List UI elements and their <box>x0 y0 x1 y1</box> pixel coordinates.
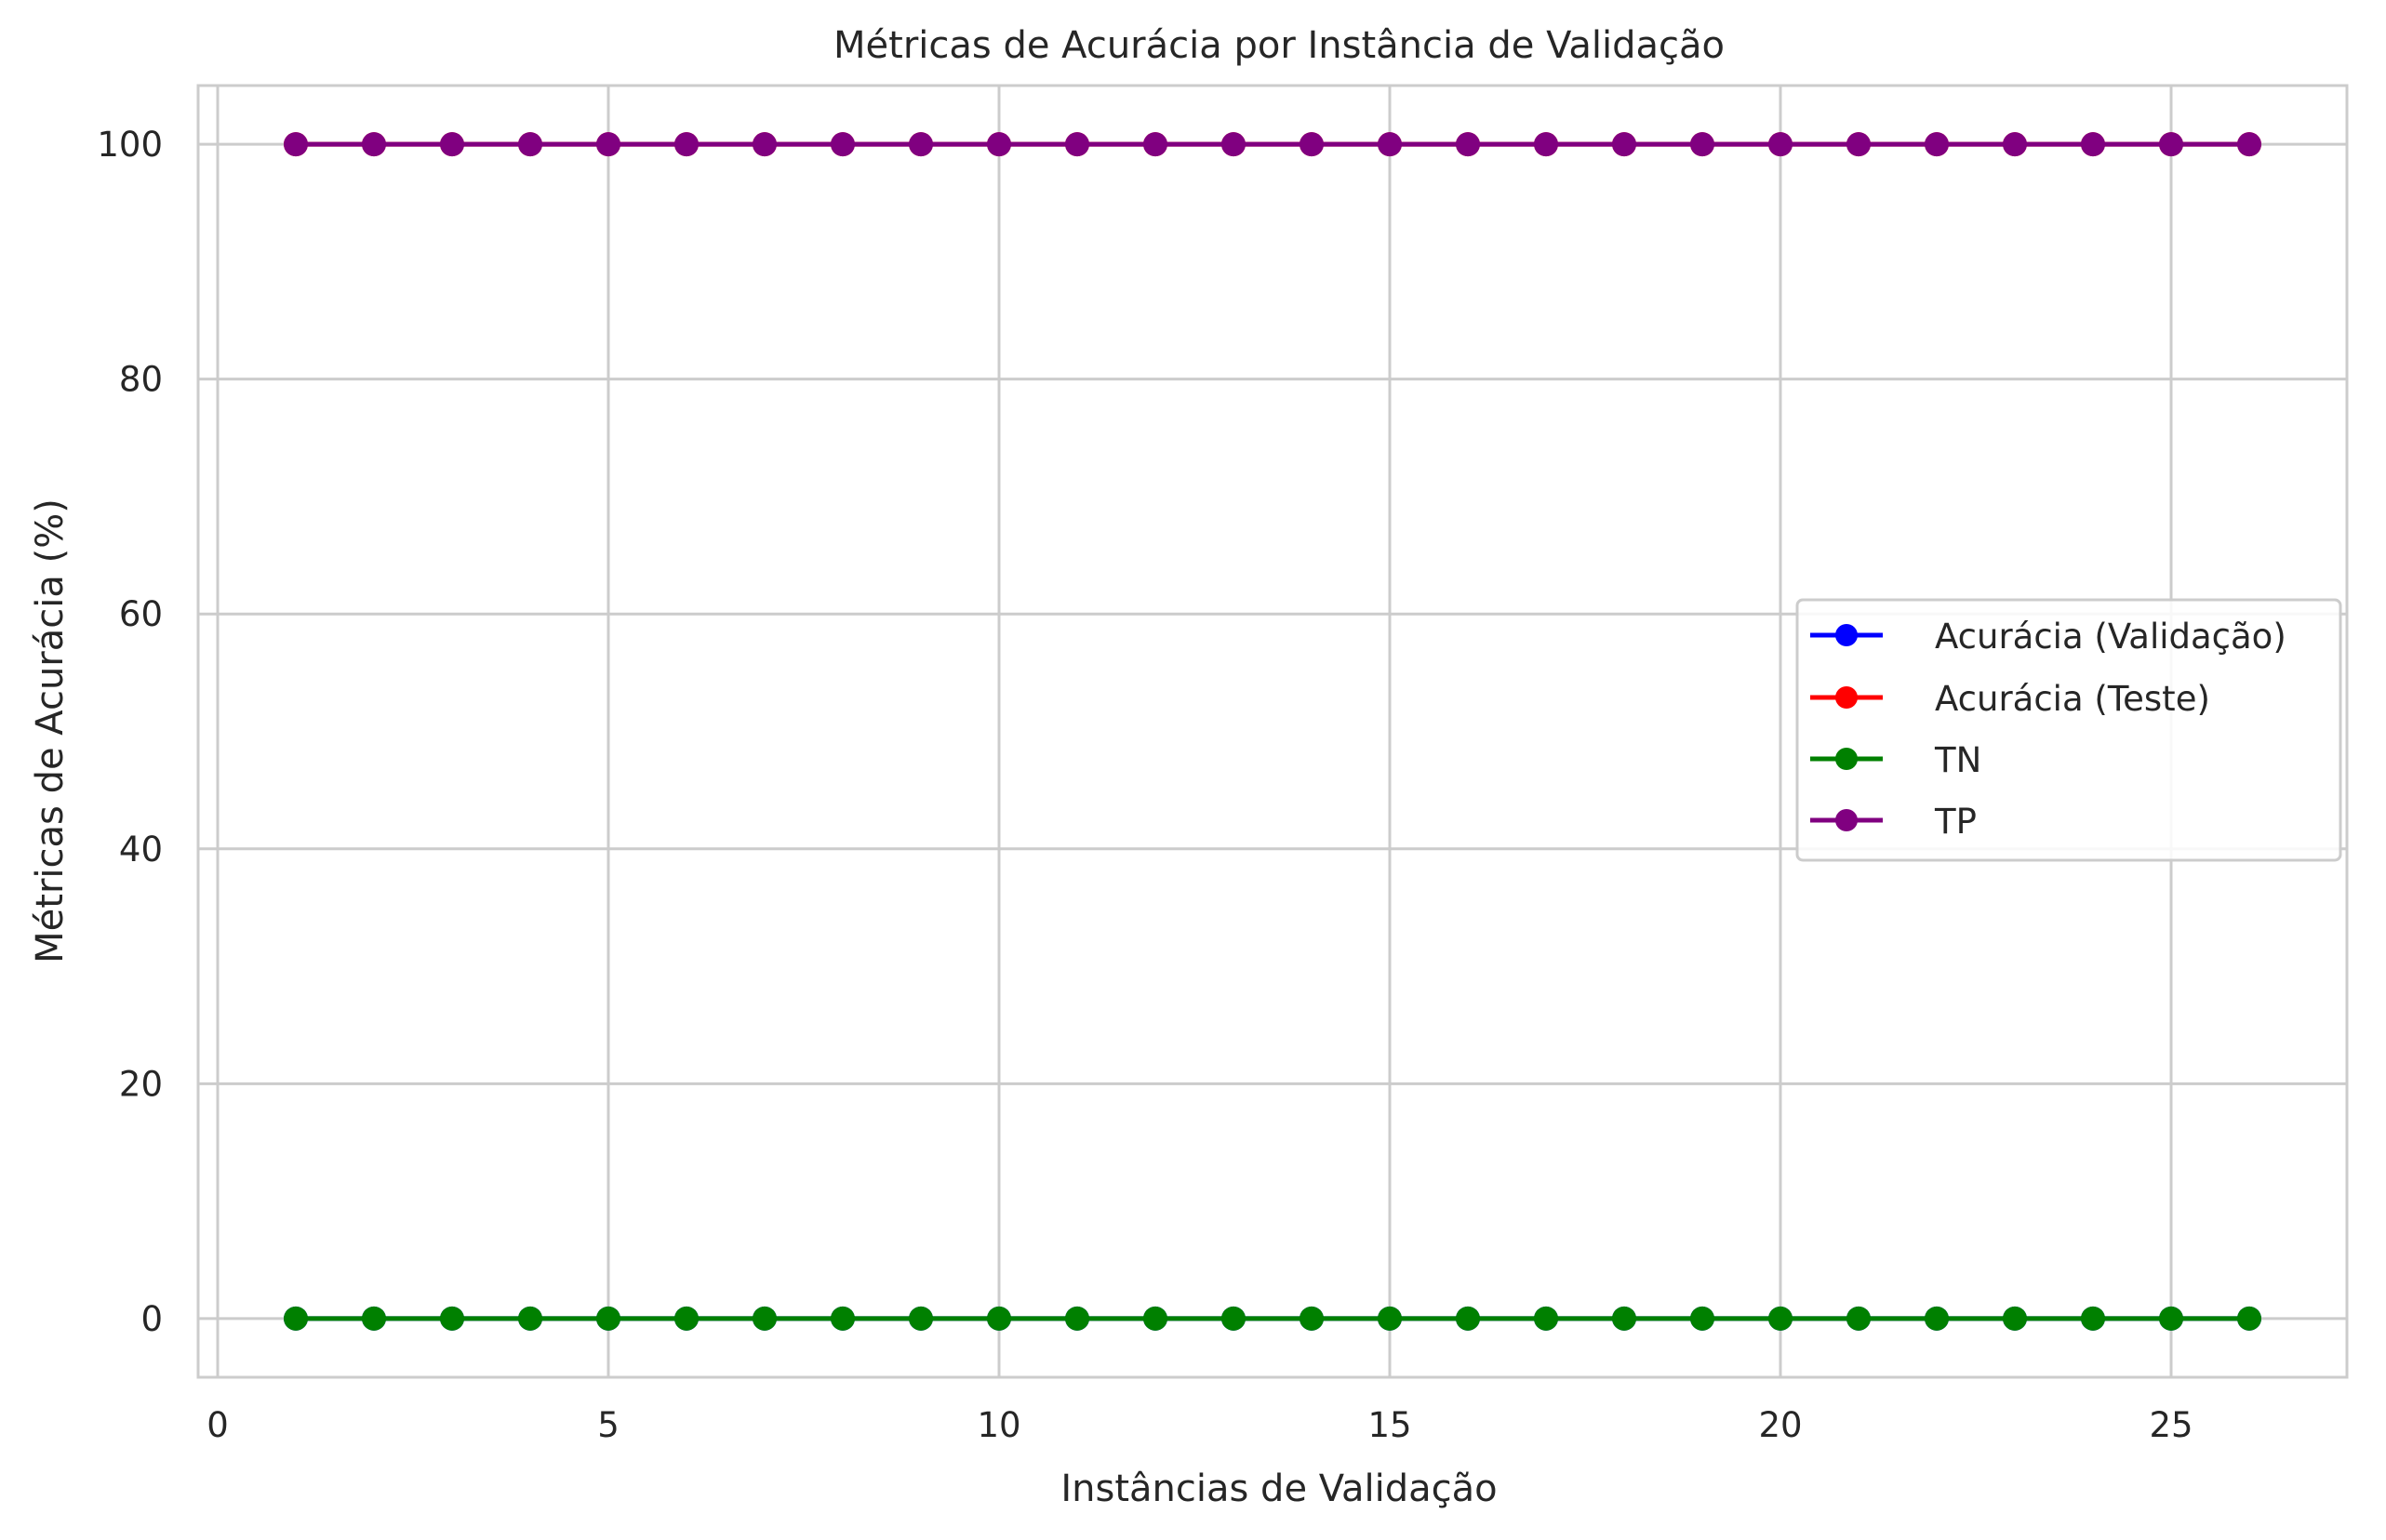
legend-label-tp: TP <box>1934 802 1977 842</box>
series-3-point <box>518 132 542 157</box>
y-tick-label: 20 <box>119 1064 163 1104</box>
series-3-point <box>1065 132 1089 157</box>
series-3-point <box>596 132 620 157</box>
legend-marker-validacao <box>1835 624 1858 646</box>
series-3-point <box>284 132 308 157</box>
series-3-point <box>2237 132 2261 157</box>
series-3-point <box>753 132 777 157</box>
chart-title: Métricas de Acurácia por Instância de Va… <box>833 24 1725 67</box>
legend-marker-tn <box>1835 748 1858 770</box>
series-2-point <box>674 1306 699 1331</box>
series-3-point <box>1221 132 1246 157</box>
series-2-point <box>1925 1306 1949 1331</box>
legend-entry-validacao: Acurácia (Validação) <box>1810 617 2286 657</box>
series-3-point <box>831 132 855 157</box>
series-2-point <box>987 1306 1011 1331</box>
series-2-point <box>1612 1306 1636 1331</box>
legend-entry-tn: TN <box>1810 740 1981 780</box>
series-2 <box>284 1306 2261 1331</box>
series-2-point <box>1534 1306 1558 1331</box>
series-3-point <box>1925 132 1949 157</box>
series-2-point <box>1456 1306 1480 1331</box>
series-2-point <box>362 1306 386 1331</box>
tick-label-layer: 0 5 10 15 20 25 0 20 40 60 80 100 <box>97 125 2193 1445</box>
series-3-point <box>440 132 464 157</box>
series-2-point <box>440 1306 464 1331</box>
series-2-point <box>753 1306 777 1331</box>
series-2-point <box>1690 1306 1714 1331</box>
series-3-point <box>2159 132 2183 157</box>
y-tick-label: 40 <box>119 830 163 870</box>
series-3-point <box>1143 132 1167 157</box>
x-tick-label: 10 <box>977 1405 1020 1445</box>
series-2-point <box>831 1306 855 1331</box>
plot-area-frame <box>196 84 2349 1379</box>
legend-label-teste: Acurácia (Teste) <box>1935 679 2210 719</box>
legend-marker-teste <box>1835 686 1858 709</box>
legend-entry-teste: Acurácia (Teste) <box>1810 679 2210 719</box>
series-3-point <box>362 132 386 157</box>
x-tick-label: 25 <box>2149 1405 2193 1445</box>
x-tick-label: 15 <box>1367 1405 1411 1445</box>
legend-entry-tp: TP <box>1810 802 1977 842</box>
legend-label-tn: TN <box>1934 740 1981 780</box>
x-axis-label: Instâncias de Validação <box>1060 1467 1497 1510</box>
series-2-point <box>1846 1306 1871 1331</box>
series-3-point <box>2003 132 2027 157</box>
series-3-point <box>1456 132 1480 157</box>
series-2-point <box>518 1306 542 1331</box>
series-2-point <box>2159 1306 2183 1331</box>
series-3-point <box>987 132 1011 157</box>
y-tick-label: 100 <box>97 125 163 165</box>
legend: Acurácia (Validação) Acurácia (Teste) TN… <box>1795 598 2342 862</box>
series-2-point <box>1065 1306 1089 1331</box>
series-3-point <box>674 132 699 157</box>
series-2-point <box>1221 1306 1246 1331</box>
series-3-point <box>1534 132 1558 157</box>
y-tick-label: 60 <box>119 594 163 634</box>
series-3-point <box>1612 132 1636 157</box>
series-2-point <box>1768 1306 1793 1331</box>
x-tick-label: 5 <box>597 1405 620 1445</box>
series-3-point <box>2081 132 2105 157</box>
series-2-point <box>1143 1306 1167 1331</box>
series-3 <box>284 132 2261 157</box>
series-3-point <box>1846 132 1871 157</box>
legend-label-validacao: Acurácia (Validação) <box>1935 617 2286 657</box>
series-2-point <box>1300 1306 1324 1331</box>
y-tick-label: 80 <box>119 360 163 400</box>
series-3-point <box>1378 132 1402 157</box>
y-axis-label: Métricas de Acurácia (%) <box>29 498 72 963</box>
y-tick-label: 0 <box>140 1299 163 1339</box>
series-3-point <box>909 132 933 157</box>
x-tick-label: 20 <box>1758 1405 1802 1445</box>
series-2-point <box>909 1306 933 1331</box>
series-3-point <box>1690 132 1714 157</box>
legend-marker-tp <box>1835 809 1858 831</box>
series-2-point <box>284 1306 308 1331</box>
legend-box <box>1795 598 2342 862</box>
series-3-point <box>1300 132 1324 157</box>
series-2-point <box>2237 1306 2261 1331</box>
series-2-point <box>1378 1306 1402 1331</box>
series-2-point <box>2003 1306 2027 1331</box>
series-layer <box>284 132 2261 1331</box>
series-2-point <box>2081 1306 2105 1331</box>
x-tick-label: 0 <box>207 1405 229 1445</box>
series-2-point <box>596 1306 620 1331</box>
series-3-point <box>1768 132 1793 157</box>
